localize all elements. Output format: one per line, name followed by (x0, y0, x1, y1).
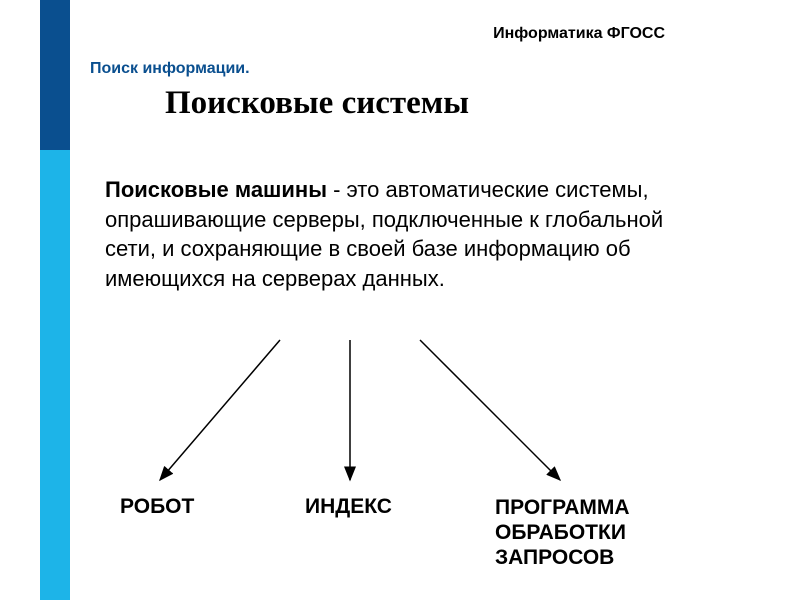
diagram-label-robot: РОБОТ (120, 495, 194, 519)
header-course-label: Информатика ФГОСС (493, 25, 665, 43)
sidebar-dark-stripe (40, 0, 70, 150)
diagram-label-program: ПРОГРАММА ОБРАБОТКИ ЗАПРОСОВ (495, 495, 630, 571)
diagram-label-index: ИНДЕКС (305, 495, 392, 519)
page-title: Поисковые системы (165, 85, 469, 122)
definition-paragraph: Поисковые машины - это автоматические си… (105, 175, 695, 294)
header-subtitle: Поиск информации. (90, 60, 250, 78)
definition-term: Поисковые машины (105, 177, 327, 202)
program-line-3: ЗАПРОСОВ (495, 546, 614, 569)
program-line-1: ПРОГРАММА (495, 496, 630, 519)
program-line-2: ОБРАБОТКИ (495, 521, 626, 544)
sidebar-light-stripe (40, 150, 70, 600)
